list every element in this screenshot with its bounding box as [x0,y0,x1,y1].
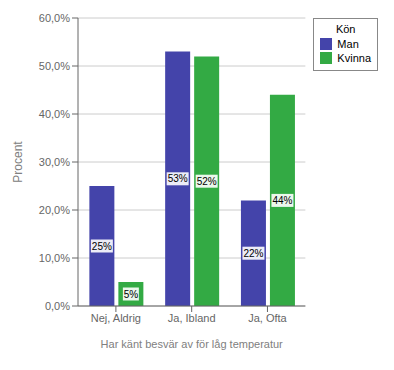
svg-text:44%: 44% [272,195,292,206]
svg-text:40,0%: 40,0% [39,108,70,120]
svg-text:50,0%: 50,0% [39,60,70,72]
svg-text:52%: 52% [197,176,217,187]
svg-text:22%: 22% [243,248,263,259]
svg-text:0,0%: 0,0% [45,300,70,312]
svg-text:30,0%: 30,0% [39,156,70,168]
svg-text:60,0%: 60,0% [39,12,70,24]
svg-text:25%: 25% [92,241,112,252]
svg-text:Har känt besvär av för låg tem: Har känt besvär av för låg temperatur [101,338,284,350]
svg-text:Nej, Aldrig: Nej, Aldrig [91,312,141,324]
svg-text:10,0%: 10,0% [39,252,70,264]
svg-text:Ja, Ibland: Ja, Ibland [168,312,216,324]
svg-text:5%: 5% [124,289,139,300]
html-text:Kvinna: Kvinna [337,52,371,64]
svg-text:20,0%: 20,0% [39,204,70,216]
svg-text:53%: 53% [168,173,188,184]
html-text:Man: Man [337,38,359,50]
html-text:Kön: Kön [335,23,356,35]
svg-text:Procent: Procent [11,141,25,183]
svg-text:Ja, Ofta: Ja, Ofta [248,312,287,324]
